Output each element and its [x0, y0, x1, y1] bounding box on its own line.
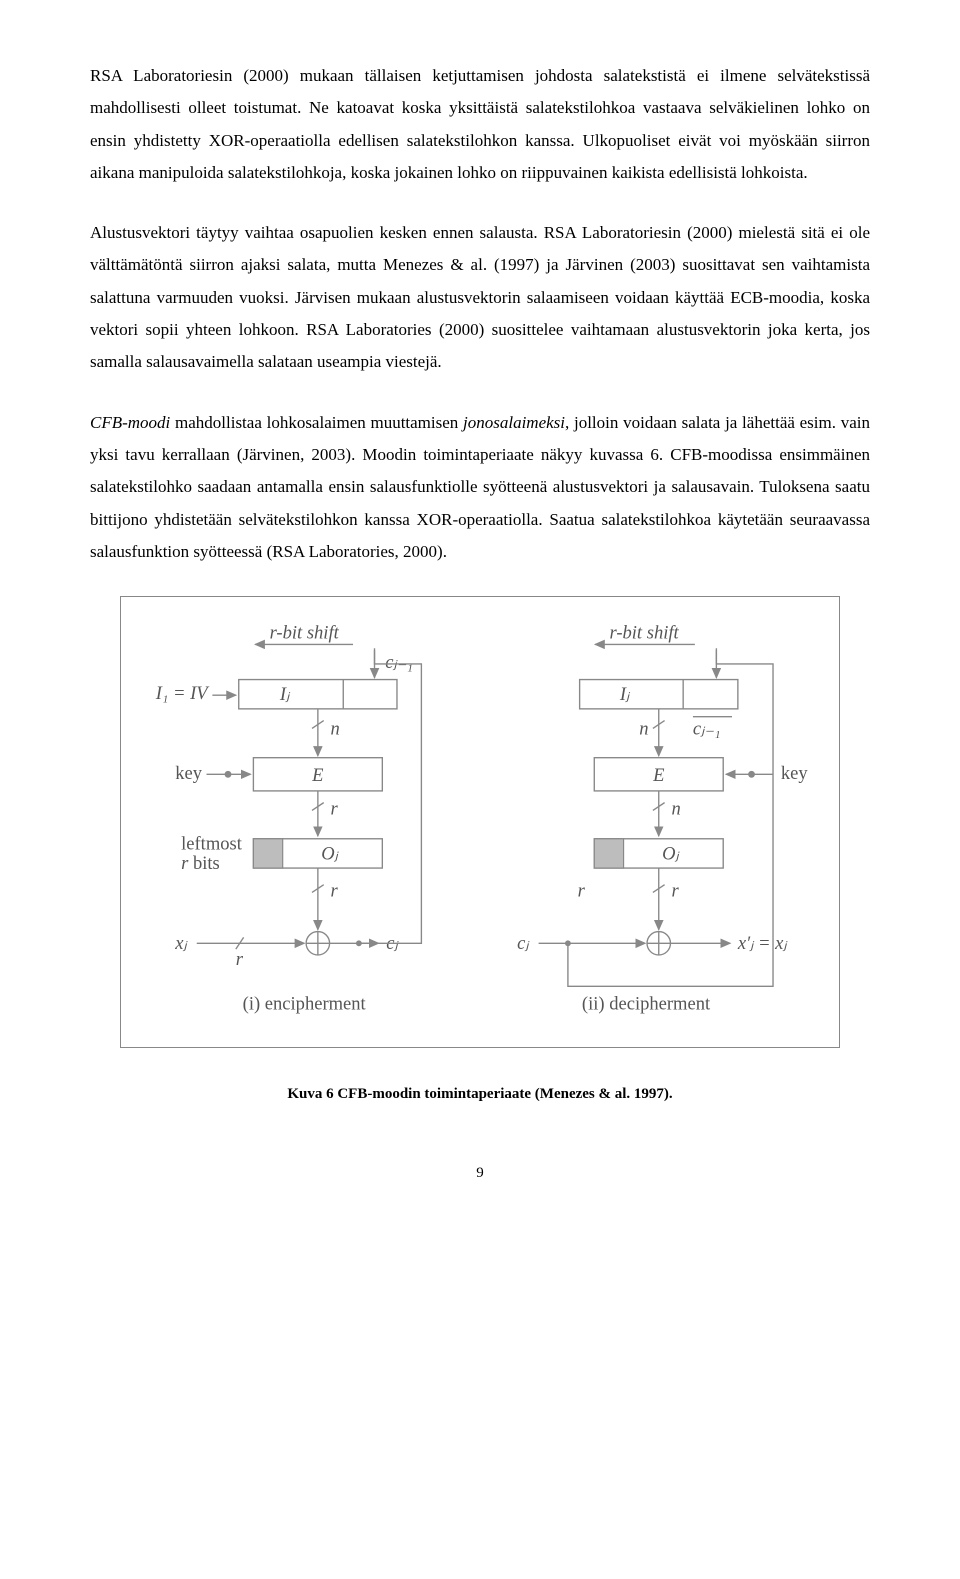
label-i1iv: I₁ = IV	[155, 683, 211, 704]
label-key-right: key	[781, 763, 809, 784]
label-r-lower-right: r	[671, 881, 679, 902]
label-Oj-right: Oⱼ	[662, 843, 680, 864]
jonosalaimeksi-term: jonosalaimeksi	[463, 413, 565, 432]
label-E-left: E	[311, 765, 324, 786]
label-E-right: E	[652, 765, 665, 786]
label-key-left: key	[175, 763, 203, 784]
paragraph-2: Alustusvektori täytyy vaihtaa osapuolien…	[90, 217, 870, 378]
label-n1-right: n	[639, 718, 648, 739]
p3-part-b: mahdollistaa lohkosalaimen muuttamisen	[170, 413, 463, 432]
figure-caption: Kuva 6 CFB-moodin toimintaperiaate (Mene…	[90, 1080, 870, 1109]
label-n2-right: n	[671, 799, 680, 820]
label-xj-left: xⱼ	[174, 933, 188, 954]
label-enc: (i) encipherment	[243, 994, 367, 1015]
cfb-diagram-svg: r-bit shift cⱼ₋₁ I₁ = IV Iⱼ n E key r le…	[137, 619, 823, 1039]
label-cj1-right: cⱼ₋₁	[693, 718, 721, 739]
paragraph-3: CFB-moodi mahdollistaa lohkosalaimen muu…	[90, 407, 870, 568]
dec-side: r-bit shift Iⱼ cⱼ₋₁ n E key n Oⱼ r	[517, 623, 808, 1015]
label-r-side-right: r	[578, 881, 586, 902]
label-r-mid-left: r	[331, 799, 339, 820]
p3-part-d: , jolloin voidaan salata ja lähettää esi…	[90, 413, 870, 561]
label-dec: (ii) decipherment	[582, 994, 711, 1015]
label-cj-right: cⱼ	[517, 933, 530, 954]
label-rshift-left: r-bit shift	[270, 623, 340, 644]
page-number: 9	[90, 1159, 870, 1188]
label-Ij-right: Iⱼ	[619, 684, 631, 705]
enc-side: r-bit shift cⱼ₋₁ I₁ = IV Iⱼ n E key r le…	[155, 623, 422, 1015]
label-leftmost: leftmost	[181, 834, 243, 855]
label-Ij-left: Iⱼ	[279, 684, 291, 705]
label-Oj-left: Oⱼ	[321, 843, 339, 864]
cfb-moodi-term: CFB-moodi	[90, 413, 170, 432]
label-cj1-left: cⱼ₋₁	[385, 652, 413, 673]
label-n1-left: n	[331, 718, 340, 739]
label-r-lower-left: r	[331, 881, 339, 902]
figure-6-cfb: r-bit shift cⱼ₋₁ I₁ = IV Iⱼ n E key r le…	[120, 596, 840, 1048]
label-r-x-left: r	[236, 949, 244, 970]
label-rbits: r bits	[181, 853, 220, 874]
label-xprime: x′ⱼ = xⱼ	[737, 933, 789, 954]
paragraph-1: RSA Laboratoriesin (2000) mukaan tällais…	[90, 60, 870, 189]
label-rshift-right: r-bit shift	[609, 623, 679, 644]
